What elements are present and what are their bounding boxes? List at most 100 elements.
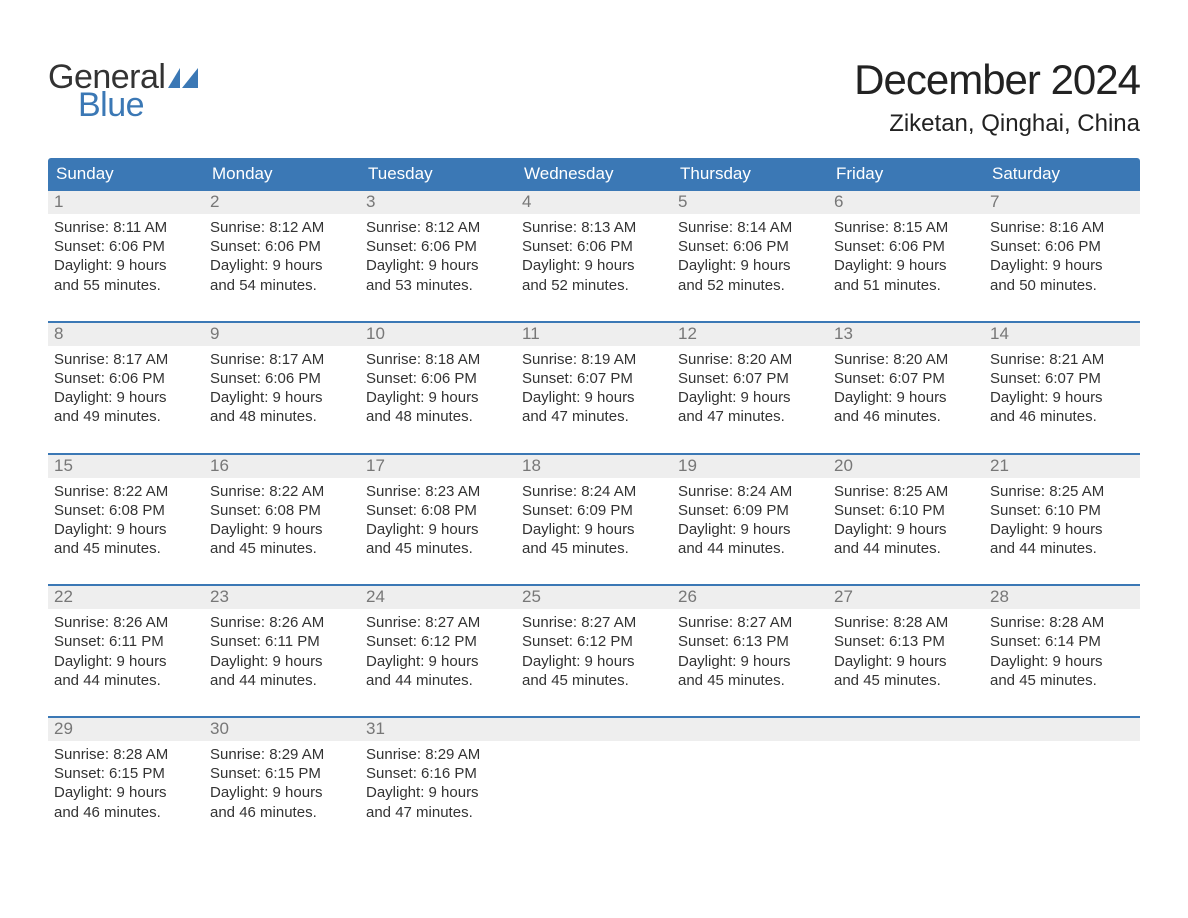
day-body: Sunrise: 8:22 AMSunset: 6:08 PMDaylight:…	[204, 478, 360, 565]
daynum-row: 22232425262728	[48, 586, 1140, 609]
day-number: 5	[672, 191, 828, 214]
daylight-line-1: Daylight: 9 hours	[366, 783, 510, 802]
day-number: 26	[672, 586, 828, 609]
sunrise-line: Sunrise: 8:26 AM	[54, 613, 198, 632]
sunrise-line: Sunrise: 8:21 AM	[990, 350, 1134, 369]
daylight-line-2: and 46 minutes.	[54, 803, 198, 822]
weekday-sun: Sunday	[48, 158, 204, 191]
sunrise-line: Sunrise: 8:28 AM	[54, 745, 198, 764]
day-number: 15	[48, 455, 204, 478]
daynum-row: 15161718192021	[48, 455, 1140, 478]
daylight-line-1: Daylight: 9 hours	[834, 388, 978, 407]
day-body	[672, 741, 828, 828]
sunrise-line: Sunrise: 8:29 AM	[366, 745, 510, 764]
day-number: 7	[984, 191, 1140, 214]
daylight-line-1: Daylight: 9 hours	[678, 520, 822, 539]
day-body: Sunrise: 8:28 AMSunset: 6:14 PMDaylight:…	[984, 609, 1140, 696]
daylight-line-1: Daylight: 9 hours	[210, 652, 354, 671]
daybody-row: Sunrise: 8:28 AMSunset: 6:15 PM Daylight:…	[48, 741, 1140, 828]
daylight-line-1: Daylight: 9 hours	[678, 652, 822, 671]
sunset-line: Sunset: 6:16 PM	[366, 764, 510, 783]
sunset-line: Sunset: 6:12 PM	[366, 632, 510, 651]
daylight-line-1: Daylight: 9 hours	[54, 652, 198, 671]
sunset-line: Sunset: 6:08 PM	[210, 501, 354, 520]
sunset-line: Sunset: 6:08 PM	[366, 501, 510, 520]
sunrise-line: Sunrise: 8:26 AM	[210, 613, 354, 632]
sunset-line: Sunset: 6:06 PM	[366, 237, 510, 256]
day-body: Sunrise: 8:12 AMSunset: 6:06 PMDaylight:…	[360, 214, 516, 301]
daylight-line-1: Daylight: 9 hours	[366, 388, 510, 407]
daylight-line-2: and 45 minutes.	[366, 539, 510, 558]
day-body: Sunrise: 8:27 AMSunset: 6:12 PMDaylight:…	[516, 609, 672, 696]
sunrise-line: Sunrise: 8:20 AM	[678, 350, 822, 369]
daylight-line-2: and 45 minutes.	[834, 671, 978, 690]
day-number: 2	[204, 191, 360, 214]
day-number: 29	[48, 718, 204, 741]
sunrise-line: Sunrise: 8:25 AM	[834, 482, 978, 501]
sunset-line: Sunset: 6:07 PM	[678, 369, 822, 388]
calendar: Sunday Monday Tuesday Wednesday Thursday…	[48, 158, 1140, 828]
sunset-line: Sunset: 6:06 PM	[678, 237, 822, 256]
daylight-line-2: and 47 minutes.	[678, 407, 822, 426]
sunset-line: Sunset: 6:06 PM	[990, 237, 1134, 256]
day-body	[984, 741, 1140, 828]
sunrise-line: Sunrise: 8:24 AM	[522, 482, 666, 501]
day-number: 8	[48, 323, 204, 346]
sunrise-line: Sunrise: 8:17 AM	[54, 350, 198, 369]
day-number: 6	[828, 191, 984, 214]
daylight-line-1: Daylight: 9 hours	[366, 256, 510, 275]
day-body: Sunrise: 8:24 AMSunset: 6:09 PMDaylight:…	[672, 478, 828, 565]
daylight-line-1: Daylight: 9 hours	[210, 520, 354, 539]
daylight-line-1: Daylight: 9 hours	[54, 520, 198, 539]
daylight-line-1: Daylight: 9 hours	[522, 652, 666, 671]
daynum-row: 891011121314	[48, 323, 1140, 346]
day-body: Sunrise: 8:27 AMSunset: 6:12 PMDaylight:…	[360, 609, 516, 696]
day-number: 20	[828, 455, 984, 478]
sunrise-line: Sunrise: 8:14 AM	[678, 218, 822, 237]
daylight-line-2: and 52 minutes.	[678, 276, 822, 295]
daylight-line-2: and 45 minutes.	[210, 539, 354, 558]
sunset-line: Sunset: 6:06 PM	[54, 369, 198, 388]
day-body: Sunrise: 8:22 AMSunset: 6:08 PMDaylight:…	[48, 478, 204, 565]
day-body: Sunrise: 8:11 AMSunset: 6:06 PMDaylight:…	[48, 214, 204, 301]
daylight-line-1: Daylight: 9 hours	[990, 388, 1134, 407]
daylight-line-2: and 54 minutes.	[210, 276, 354, 295]
daylight-line-2: and 45 minutes.	[990, 671, 1134, 690]
daylight-line-2: and 53 minutes.	[366, 276, 510, 295]
daylight-line-2: and 45 minutes.	[54, 539, 198, 558]
day-number: 13	[828, 323, 984, 346]
sunrise-line: Sunrise: 8:12 AM	[210, 218, 354, 237]
daynum-row: 293031	[48, 718, 1140, 741]
sunset-line: Sunset: 6:07 PM	[990, 369, 1134, 388]
daylight-line-1: Daylight: 9 hours	[678, 256, 822, 275]
day-number: 17	[360, 455, 516, 478]
week-row: 15161718192021Sunrise: 8:22 AMSunset: 6:…	[48, 453, 1140, 565]
daylight-line-1: Daylight: 9 hours	[834, 520, 978, 539]
day-body: Sunrise: 8:13 AMSunset: 6:06 PMDaylight:…	[516, 214, 672, 301]
sunrise-line: Sunrise: 8:27 AM	[366, 613, 510, 632]
daylight-line-1: Daylight: 9 hours	[990, 256, 1134, 275]
daylight-line-1: Daylight: 9 hours	[522, 388, 666, 407]
sunset-line: Sunset: 6:09 PM	[678, 501, 822, 520]
sunset-line: Sunset: 6:15 PM	[54, 764, 198, 783]
daylight-line-1: Daylight: 9 hours	[522, 256, 666, 275]
sunrise-line: Sunrise: 8:15 AM	[834, 218, 978, 237]
day-body	[516, 741, 672, 828]
daylight-line-2: and 44 minutes.	[990, 539, 1134, 558]
daylight-line-2: and 48 minutes.	[210, 407, 354, 426]
daylight-line-1: Daylight: 9 hours	[210, 256, 354, 275]
daylight-line-2: and 45 minutes.	[678, 671, 822, 690]
week-row: 293031 Sunrise: 8:28 AMSunset: 6:15 PM Da…	[48, 716, 1140, 828]
sunset-line: Sunset: 6:06 PM	[834, 237, 978, 256]
sunset-line: Sunset: 6:06 PM	[210, 369, 354, 388]
weekday-fri: Friday	[828, 158, 984, 191]
day-body	[828, 741, 984, 828]
daylight-line-2: and 45 minutes.	[522, 539, 666, 558]
day-number: 25	[516, 586, 672, 609]
day-number: 31	[360, 718, 516, 741]
location: Ziketan, Qinghai, China	[854, 110, 1140, 138]
sunset-line: Sunset: 6:11 PM	[210, 632, 354, 651]
sunrise-line: Sunrise: 8:17 AM	[210, 350, 354, 369]
weekday-thu: Thursday	[672, 158, 828, 191]
logo: General Blue	[48, 40, 198, 122]
